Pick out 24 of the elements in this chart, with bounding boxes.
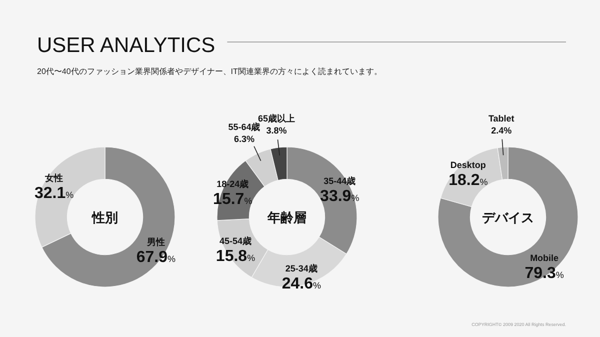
slice-label: Tablet: [488, 113, 514, 124]
data-label: 32.1%: [34, 184, 74, 202]
donut-slice: [438, 146, 578, 288]
slice-label: 55-64歳: [228, 122, 260, 132]
data-label: 6.3%: [234, 134, 255, 144]
slice-label: 45-54歳: [219, 236, 252, 246]
slice-label: 25-34歳: [285, 263, 318, 274]
slice-label: 35-44歳: [324, 176, 356, 186]
text: 性別: [91, 210, 118, 225]
text: デバイス: [482, 210, 534, 225]
slice-label: 男性: [146, 237, 165, 248]
data-label: 24.6%: [282, 275, 321, 292]
data-label: 15.8%: [216, 248, 256, 266]
data-label: 33.9%: [320, 188, 360, 205]
text: 年齢層: [266, 210, 306, 225]
data-label: 3.8%: [266, 126, 287, 136]
data-label: 18.2%: [448, 172, 488, 189]
slice-label: Desktop: [450, 160, 486, 170]
text: 20代〜40代のファッション業界関係者やデザイナー、IT関連業界の方々によく読まれています。: [37, 67, 382, 76]
slice-label: Mobile: [530, 253, 559, 264]
data-label: 2.4%: [491, 125, 512, 136]
slice-label: 65歳以上: [258, 114, 296, 124]
text: USER ANALYTICS: [37, 34, 216, 57]
slice-label: 女性: [44, 172, 64, 183]
